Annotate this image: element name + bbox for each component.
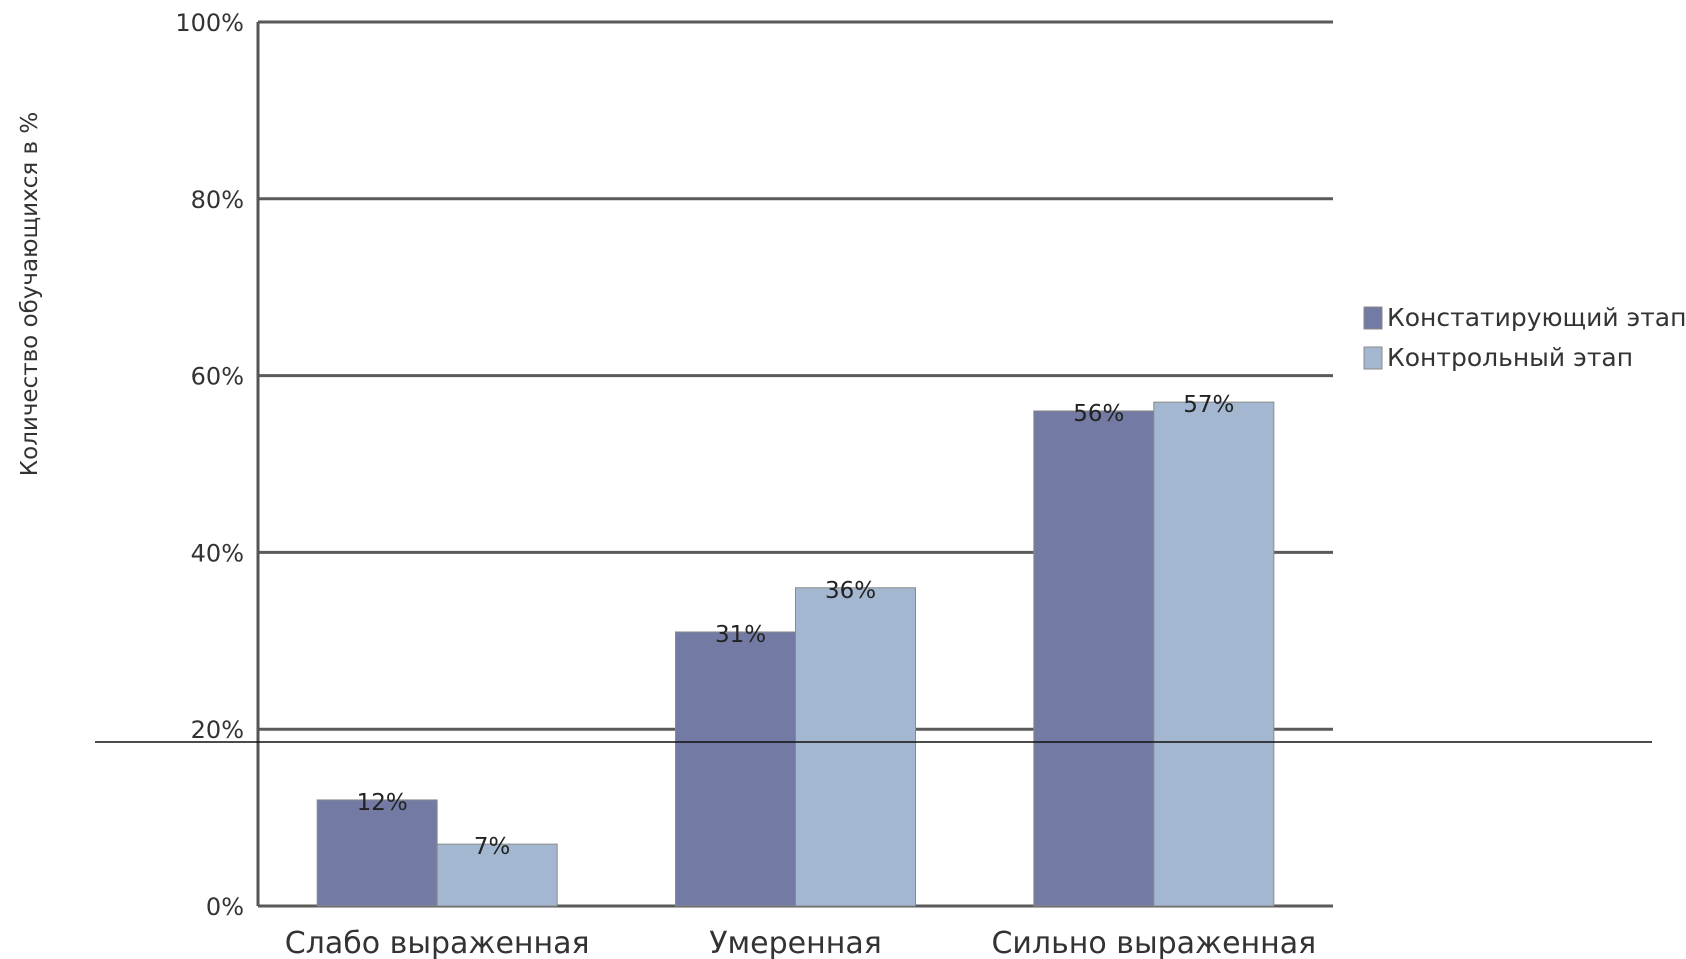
legend: Констатирующий этап Контрольный этап <box>1363 303 1686 372</box>
y-tick-label: 80% <box>191 186 244 214</box>
x-axis-categories: Слабо выраженная Умеренная Сильно выраженн… <box>285 926 1316 959</box>
data-label: 12% <box>357 790 408 816</box>
y-axis-label: Количество обучающихся в % <box>17 112 43 476</box>
legend-swatch <box>1363 306 1383 330</box>
data-label: 56% <box>1073 401 1124 427</box>
data-label: 36% <box>825 578 876 604</box>
bar <box>1153 401 1275 907</box>
bar <box>675 631 796 907</box>
legend-label: Констатирующий этап <box>1387 303 1686 332</box>
legend-swatch <box>1363 346 1383 370</box>
bar <box>795 587 916 907</box>
x-category-label: Слабо выраженная <box>285 926 590 959</box>
bar <box>316 799 438 907</box>
data-label: 57% <box>1183 392 1234 418</box>
bar <box>436 843 558 907</box>
y-tick-label: 60% <box>191 363 244 391</box>
y-tick-label: 0% <box>206 893 244 921</box>
data-labels: 12% 7% 31% 36% 56% 57% <box>357 392 1235 860</box>
data-label: 31% <box>715 622 766 648</box>
y-tick-label: 40% <box>191 539 244 567</box>
y-tick-label: 20% <box>191 716 244 744</box>
data-label: 7% <box>474 834 511 860</box>
y-axis-ticks: 0% 20% 40% 60% 80% 100% <box>175 9 244 921</box>
x-category-label: Сильно выраженная <box>991 926 1316 959</box>
legend-label: Контрольный этап <box>1387 343 1633 372</box>
bars <box>316 401 1275 907</box>
x-category-label: Умеренная <box>709 926 882 959</box>
bar <box>1033 410 1155 907</box>
y-tick-label: 100% <box>175 9 244 37</box>
